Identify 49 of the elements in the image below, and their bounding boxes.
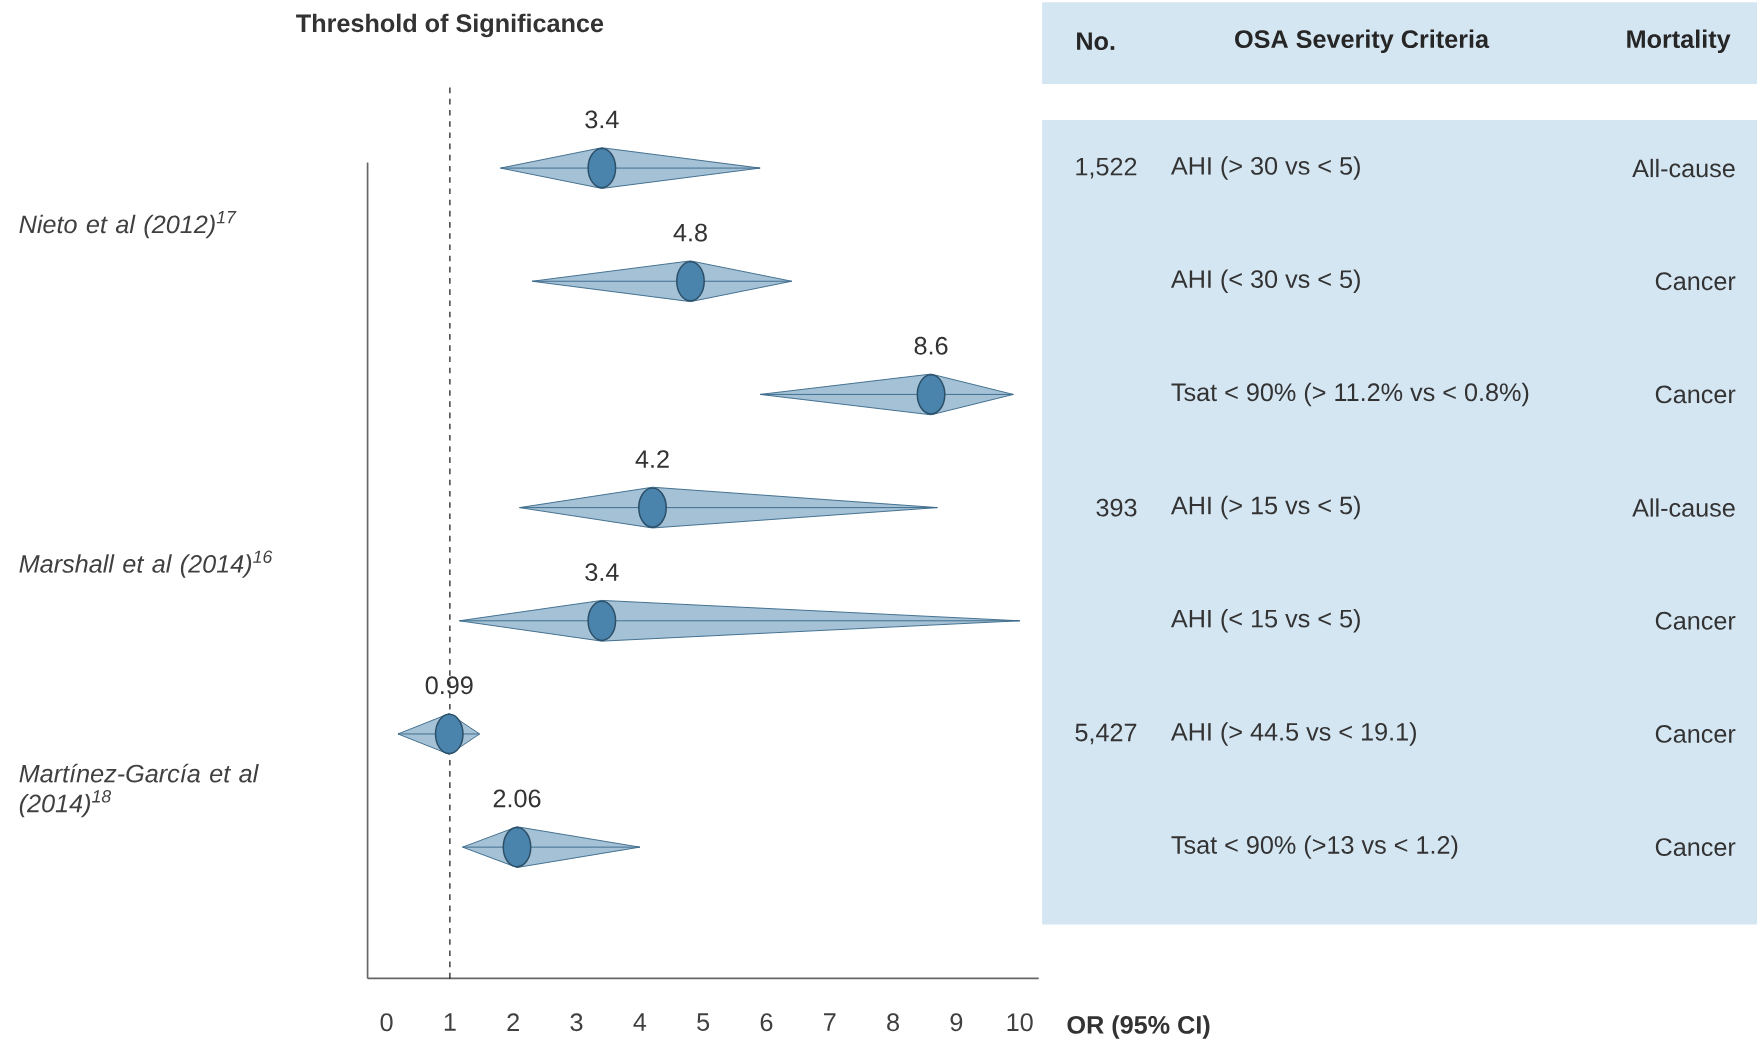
x-tick-label: 5 <box>697 1013 710 1031</box>
x-tick-label: 8 <box>887 1013 899 1032</box>
data-label: 2.06 <box>493 789 541 808</box>
y-tick-label: AHI (< 15 vs < 5) <box>1170 608 1360 633</box>
text: Cancer <box>1655 272 1736 291</box>
text: No. <box>1077 32 1115 50</box>
point <box>638 487 667 528</box>
x-tick-label: 2 <box>507 1013 519 1031</box>
text: Nieto et al (2012)$^{17}$ <box>19 210 237 239</box>
text: Cancer <box>1655 838 1736 856</box>
data-label: 3.4 <box>585 110 619 129</box>
point <box>502 826 532 868</box>
text: All-cause <box>1632 158 1735 178</box>
y-tick-label: AHI (> 30 vs < 5) <box>1170 156 1360 180</box>
text: OSA Severity Criteria <box>1235 29 1490 53</box>
text: Martínez-García et al (2014)$^{18}$ <box>19 763 259 818</box>
x-tick-label: 0 <box>380 1013 393 1032</box>
x-axis-title: OR (95% CI) <box>1067 1015 1210 1039</box>
text: Mortality <box>1627 29 1731 53</box>
x-tick-label: 1 <box>444 1013 456 1031</box>
text: 5,427 <box>1075 723 1137 745</box>
text: 393 <box>1096 498 1137 517</box>
text: All-cause <box>1632 498 1735 517</box>
y-tick-label: Tsat < 90% (> 11.2% vs < 0.8%) <box>1171 382 1529 407</box>
y-tick-label: Tsat < 90% (>13 vs < 1.2) <box>1171 835 1458 859</box>
y-tick-label: AHI (> 44.5 vs < 19.1) <box>1170 722 1416 746</box>
x-tick-label: 7 <box>824 1013 836 1031</box>
ref-line-label: Threshold of Significance <box>296 13 604 38</box>
x-tick-label: 9 <box>950 1013 963 1032</box>
x-tick-label: 6 <box>760 1013 773 1032</box>
data-label: 3.4 <box>585 563 619 581</box>
text: Cancer <box>1655 611 1736 630</box>
text: Marshall et al (2014)$^{16}$ <box>19 550 273 578</box>
point <box>587 147 617 189</box>
x-tick-label: 3 <box>570 1013 583 1032</box>
text: Cancer <box>1655 724 1736 743</box>
point <box>587 600 617 641</box>
data-label: 0.99 <box>425 676 473 695</box>
y-tick-label: AHI (< 30 vs < 5) <box>1170 269 1360 293</box>
point <box>916 373 946 415</box>
text: 1,522 <box>1076 157 1137 179</box>
data-label: 4.8 <box>673 223 707 242</box>
text: Cancer <box>1655 385 1736 404</box>
x-tick-label: 10 <box>1007 1013 1033 1032</box>
y-tick-label: AHI (> 15 vs < 5) <box>1170 495 1360 520</box>
x-tick-label: 4 <box>633 1013 647 1031</box>
point <box>434 713 464 755</box>
data-label: 8.6 <box>914 336 948 355</box>
data-label: 4.2 <box>635 449 669 468</box>
